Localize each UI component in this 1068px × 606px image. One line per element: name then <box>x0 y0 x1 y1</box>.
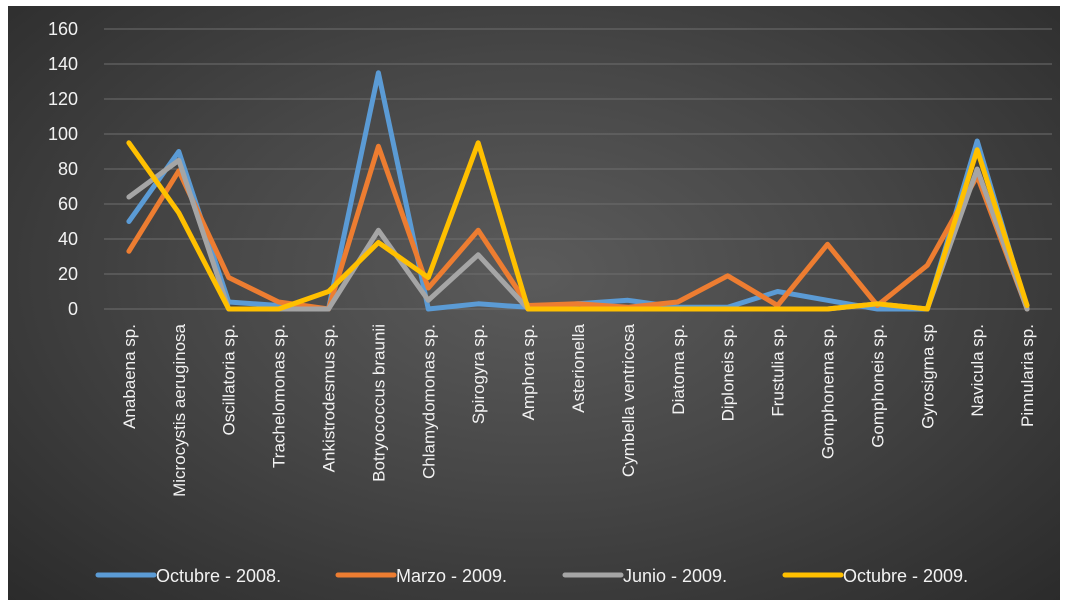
x-category-label: Gyrosigma sp <box>918 324 937 429</box>
chart-area: 0 20 40 60 80 100 120 140 160 Anabaena sp. Microc… <box>8 6 1060 600</box>
x-category-label: Amphora sp. <box>519 324 538 420</box>
series-lines <box>126 70 1030 312</box>
x-category-label: Spirogyra sp. <box>469 324 488 424</box>
x-category-label: Cymbella ventricosa <box>619 323 638 477</box>
x-axis-categories: Anabaena sp. Microcystis aeruginosa Oscill… <box>120 323 1037 496</box>
x-category-label: Gomphoneis sp. <box>868 324 887 448</box>
series-line-3 <box>126 157 1030 312</box>
gridlines <box>104 28 1052 310</box>
y-tick-label: 100 <box>48 124 78 144</box>
x-category-label: Pinnularia sp. <box>1018 324 1037 427</box>
y-tick-label: 160 <box>48 19 78 39</box>
y-tick-label: 20 <box>58 264 78 284</box>
x-category-label: Asterionella <box>569 323 588 412</box>
x-category-label: Botryococcus braunii <box>369 324 388 482</box>
y-tick-label: 40 <box>58 229 78 249</box>
x-category-label: Diploneis sp. <box>719 324 738 421</box>
x-category-label: Oscillatoria sp. <box>220 324 239 435</box>
x-category-label: Gomphonema sp. <box>818 324 837 459</box>
x-category-label: Chlamydomonas sp. <box>419 324 438 479</box>
x-category-label: Anabaena sp. <box>120 324 139 429</box>
series-line-2 <box>126 143 1030 312</box>
legend-label: Octubre - 2008. <box>156 566 281 586</box>
legend-label: Marzo - 2009. <box>396 566 507 586</box>
y-tick-label: 80 <box>58 159 78 179</box>
series-line-4 <box>126 140 1030 312</box>
x-category-label: Microcystis aeruginosa <box>170 323 189 496</box>
y-tick-label: 120 <box>48 89 78 109</box>
y-axis-ticks: 0 20 40 60 80 100 120 140 160 <box>48 19 78 319</box>
legend-label: Junio - 2009. <box>623 566 727 586</box>
x-category-label: Navicula sp. <box>968 324 987 417</box>
legend: Octubre - 2008. Marzo - 2009. Junio - 2009… <box>95 566 968 586</box>
x-category-label: Trachelomonas sp. <box>270 324 289 468</box>
x-category-label: Diatoma sp. <box>669 324 688 415</box>
y-tick-label: 0 <box>68 299 78 319</box>
legend-label: Octubre - 2009. <box>843 566 968 586</box>
x-category-label: Frustulia sp. <box>769 324 788 417</box>
y-tick-label: 60 <box>58 194 78 214</box>
y-tick-label: 140 <box>48 54 78 74</box>
line-chart: 0 20 40 60 80 100 120 140 160 Anabaena sp. Microc… <box>48 19 1052 586</box>
x-category-label: Ankistrodesmus sp. <box>320 324 339 472</box>
